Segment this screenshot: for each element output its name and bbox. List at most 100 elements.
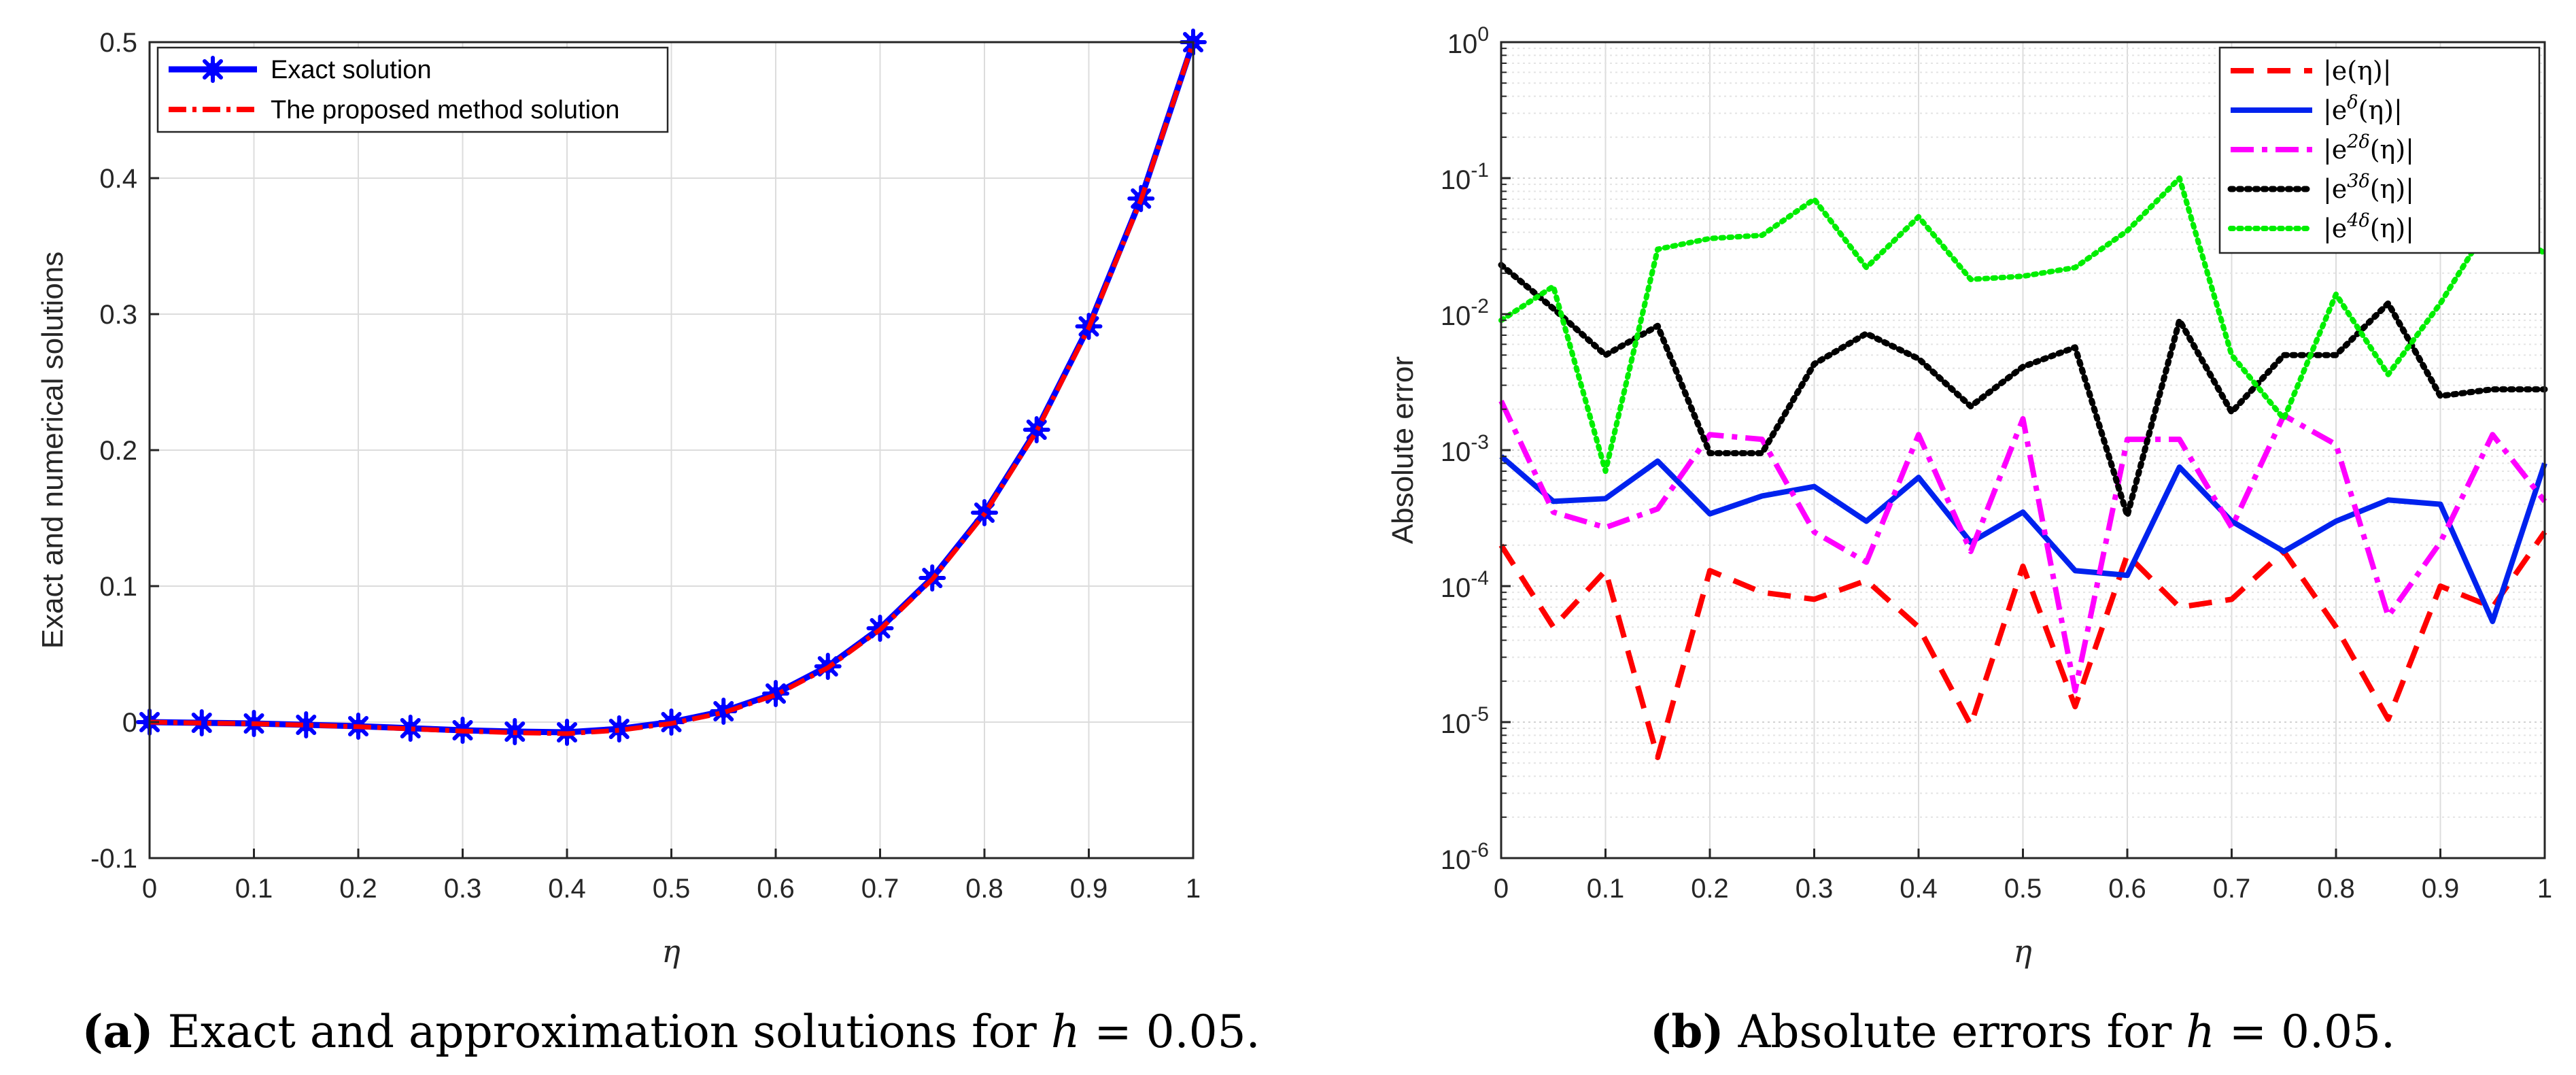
panel-b-y-axis-label: Absolute error xyxy=(1386,356,1420,544)
ytick-exponent: -5 xyxy=(1471,703,1489,726)
ytick-exponent: -4 xyxy=(1471,567,1489,590)
legend-label-pre: |e xyxy=(2323,135,2347,165)
panel-a-xtick-label: 0.3 xyxy=(444,874,482,904)
panel-a-legend: Exact solution The proposed method solut… xyxy=(156,46,669,133)
legend-e-4delta-label: |e4δ(η)| xyxy=(2323,210,2414,243)
panel-a-xtick-label: 0 xyxy=(142,874,157,904)
caption-b-label: (b) xyxy=(1650,1005,1724,1058)
legend-label-post: (η)| xyxy=(2370,135,2414,165)
panel-a-ytick-label: 0 xyxy=(122,708,137,738)
panel-a-ytick-label: 0.4 xyxy=(99,164,137,194)
ytick-exponent: -2 xyxy=(1471,295,1489,318)
legend-label-post: (η)| xyxy=(2358,95,2403,125)
legend-e-3delta-label: |e3δ(η)| xyxy=(2323,171,2414,204)
panel-b-xtick-label: 0.1 xyxy=(1587,874,1625,904)
ytick-base: 10 xyxy=(1441,573,1471,603)
panel-a-ytick-label: -0.1 xyxy=(90,844,137,874)
panel-b-ticks: 0 0.1 0.2 0.3 0.4 0.5 0.6 0.7 0.8 0.9 110010-110-2… xyxy=(1441,23,2552,904)
legend-label-sup: 2δ xyxy=(2346,131,2369,152)
caption-a-text: Exact and approximation solutions for xyxy=(154,1006,1051,1058)
ytick-exponent: -6 xyxy=(1471,839,1489,861)
legend-label-post: η)| xyxy=(2357,56,2391,86)
legend-label-sup: δ xyxy=(2347,92,2358,113)
caption-b: (b) Absolute errors for h = 0.05. xyxy=(1650,1005,2395,1058)
panel-a-xtick-label: 0.7 xyxy=(861,874,899,904)
panel-a-xtick-label: 0.9 xyxy=(1070,874,1108,904)
panel-a-xtick-label: 0.8 xyxy=(965,874,1003,904)
legend-e-2delta-label: |e2δ(η)| xyxy=(2323,131,2414,165)
legend-label-pre: |e xyxy=(2323,214,2347,243)
ytick-base: 10 xyxy=(1441,301,1471,331)
ytick-base: 10 xyxy=(1441,845,1471,875)
panel-b-x-axis-label: η xyxy=(2013,933,2032,970)
legend-e-delta-label: |eδ(η)| xyxy=(2323,92,2403,125)
legend-label-sup: 3δ xyxy=(2347,171,2369,192)
panel-a-exact-vs-numerical: 0 0.1 0.2 0.3 0.4 0.5 0.6 0.7 0.8 0.9 1-0.100.10.2… xyxy=(36,28,1207,970)
ytick-base: 10 xyxy=(1447,29,1478,59)
legend-exact-label: Exact solution xyxy=(271,56,432,84)
panel-b-ytick-label: 10-1 xyxy=(1441,159,1489,195)
legend-label-post: (η)| xyxy=(2370,174,2414,204)
caption-b-text: Absolute errors for xyxy=(1724,1006,2186,1058)
caption-b-eq: = 0.05. xyxy=(2215,1006,2395,1058)
panel-a-legend-box xyxy=(156,46,669,133)
panel-b-xtick-label: 0.2 xyxy=(1691,874,1729,904)
panel-a-xtick-label: 0.1 xyxy=(235,874,273,904)
legend-exact-star xyxy=(199,56,226,83)
panel-b-xtick-label: 0 xyxy=(1494,874,1509,904)
panel-b-xtick-label: 0.9 xyxy=(2422,874,2460,904)
panel-a-ticks: 0 0.1 0.2 0.3 0.4 0.5 0.6 0.7 0.8 0.9 1-0.100.10.2… xyxy=(90,28,1201,904)
panel-b-xtick-label: 1 xyxy=(2537,874,2552,904)
series-proposed-line xyxy=(149,41,1196,736)
ytick-base: 10 xyxy=(1441,709,1471,739)
series-e-2delta-line xyxy=(1498,399,2547,694)
panel-b-series xyxy=(1498,175,2548,760)
panel-b-xtick-label: 0.7 xyxy=(2213,874,2251,904)
exact-point-marker xyxy=(188,709,216,736)
panel-a-xtick-label: 0.6 xyxy=(757,874,795,904)
series-e-4delta-line xyxy=(1498,175,2547,474)
exact-point-marker xyxy=(396,715,424,742)
series-e-delta-line xyxy=(1499,454,2547,624)
panel-a-ytick-label: 0.5 xyxy=(99,28,137,58)
exact-point-marker xyxy=(605,715,633,743)
panel-a-ytick-label: 0.2 xyxy=(99,436,137,466)
panel-a-series xyxy=(136,29,1207,746)
caption-b-var: h xyxy=(2186,1006,2215,1058)
panel-a-xtick-label: 0.2 xyxy=(339,874,377,904)
legend-label-pre: |e xyxy=(2323,95,2347,125)
panel-a-ytick-label: 0.3 xyxy=(99,300,137,330)
caption-a-var: h xyxy=(1051,1006,1080,1058)
exact-point-marker xyxy=(292,711,320,738)
legend-e-label: |e(η)| xyxy=(2323,56,2392,86)
ytick-exponent: -1 xyxy=(1471,159,1489,182)
ytick-base: 10 xyxy=(1441,165,1471,195)
legend-label-sup: 4δ xyxy=(2346,210,2369,231)
ytick-exponent: 0 xyxy=(1477,23,1489,46)
panel-a-y-axis-label: Exact and numerical solutions xyxy=(36,252,69,649)
panel-b-ytick-label: 10-5 xyxy=(1441,703,1489,739)
ytick-base: 10 xyxy=(1441,437,1471,467)
panel-b-ytick-label: 10-6 xyxy=(1441,839,1489,875)
panel-b-absolute-errors: 0 0.1 0.2 0.3 0.4 0.5 0.6 0.7 0.8 0.9 110010-110-2… xyxy=(1386,23,2552,970)
exact-point-marker xyxy=(710,698,738,725)
panel-b-xtick-label: 0.5 xyxy=(2004,874,2042,904)
legend-label-pre: |e xyxy=(2323,174,2347,204)
panel-b-ytick-label: 10-2 xyxy=(1441,295,1489,331)
panel-b-ytick-label: 10-4 xyxy=(1441,567,1489,603)
exact-point-marker xyxy=(762,680,789,707)
panel-b-legend: |e(η)||eδ(η)||e2δ(η)||e3δ(η)||e4δ(η)| xyxy=(2218,46,2541,254)
panel-a-xtick-label: 1 xyxy=(1186,874,1201,904)
caption-a-eq: = 0.05. xyxy=(1080,1006,1260,1058)
panel-b-ytick-label: 100 xyxy=(1447,23,1489,59)
legend-label-pre: |e( xyxy=(2323,56,2357,86)
panel-b-xtick-label: 0.4 xyxy=(1900,874,1938,904)
legend-proposed-label: The proposed method solution xyxy=(271,96,619,124)
series-e-line xyxy=(1498,530,2547,760)
caption-a-label: (a) xyxy=(82,1005,153,1058)
panel-a-x-axis-label: η xyxy=(662,933,681,970)
panel-b-xtick-label: 0.3 xyxy=(1796,874,1834,904)
panel-a-xtick-label: 0.4 xyxy=(548,874,586,904)
panel-b-ytick-label: 10-3 xyxy=(1441,431,1489,467)
